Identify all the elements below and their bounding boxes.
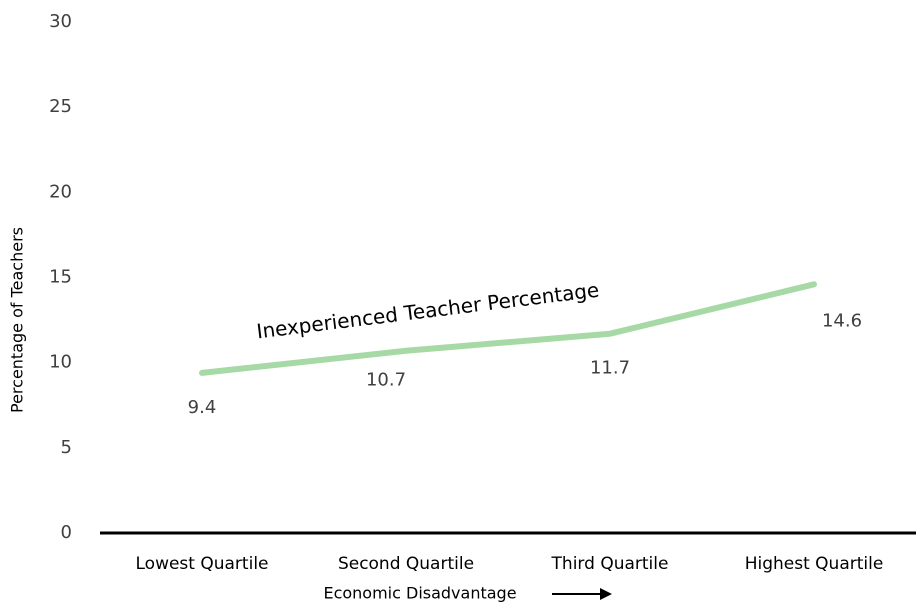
y-tick-label: 20 (49, 181, 72, 202)
x-axis-title: Economic Disadvantage (323, 584, 516, 603)
data-label: 14.6 (822, 310, 862, 331)
x-axis-arrowhead (600, 588, 612, 600)
y-tick-label: 15 (49, 267, 72, 288)
y-tick-label: 0 (61, 522, 72, 543)
y-tick-label: 5 (61, 437, 72, 458)
x-tick-label: Third Quartile (551, 554, 669, 574)
data-label: 9.4 (188, 397, 217, 418)
y-tick-label: 25 (49, 96, 72, 117)
y-tick-label: 10 (49, 352, 72, 373)
x-tick-label: Second Quartile (338, 554, 474, 574)
data-label: 10.7 (366, 370, 406, 391)
x-tick-label: Lowest Quartile (136, 554, 269, 574)
series-label: Inexperienced Teacher Percentage (255, 278, 600, 344)
series-line (199, 281, 817, 376)
x-tick-label: Highest Quartile (745, 554, 884, 574)
data-label: 11.7 (590, 358, 630, 379)
y-tick-label: 30 (49, 11, 72, 32)
y-axis-title: Percentage of Teachers (8, 227, 27, 413)
